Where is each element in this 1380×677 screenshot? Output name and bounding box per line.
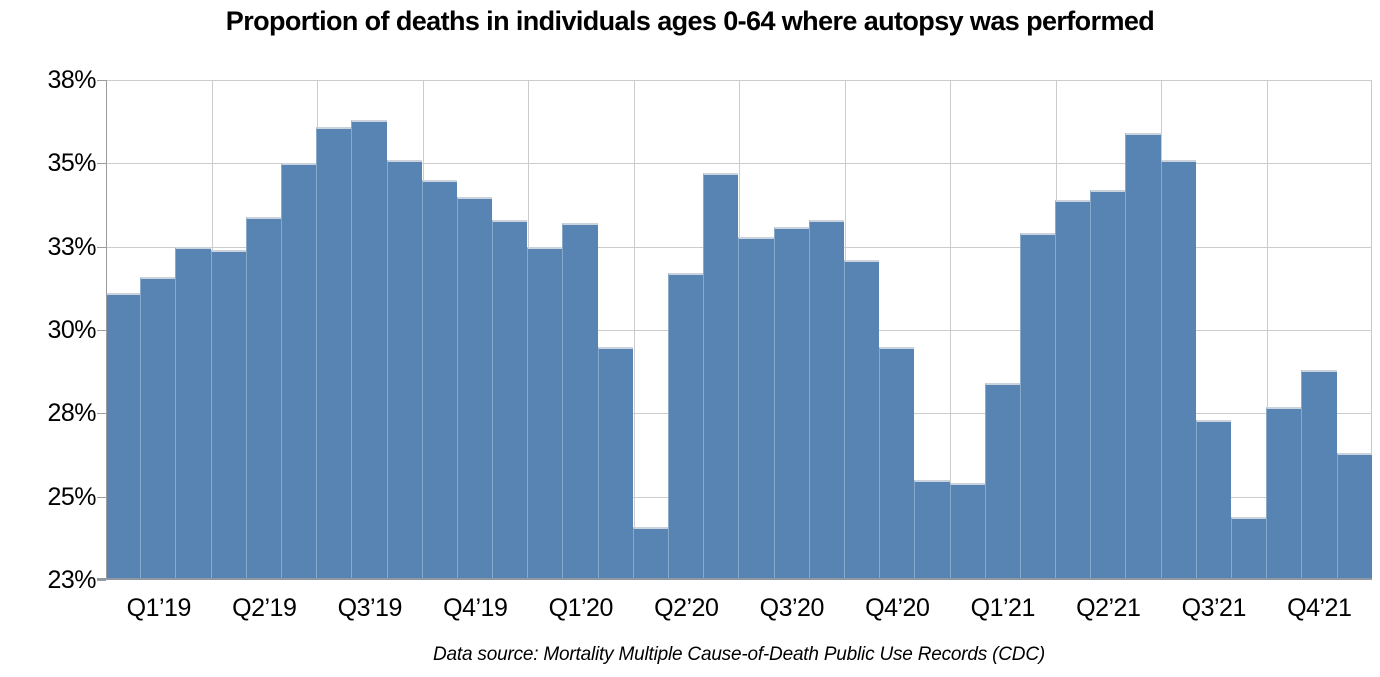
bar-2020-02 (562, 223, 598, 580)
bar-series (106, 80, 1372, 580)
bar-2020-08 (773, 226, 809, 580)
x-tick-label: Q3’19 (337, 594, 403, 622)
y-tick-label: 23% (47, 566, 96, 594)
bar-2020-03 (597, 346, 633, 580)
right-spine (1371, 80, 1372, 580)
bar-2019-04 (210, 250, 246, 580)
y-tick-mark (97, 246, 106, 248)
x-tick-label: Q4’19 (443, 594, 508, 622)
bar-2020-10 (843, 260, 880, 580)
bar-2020-05 (668, 273, 704, 580)
bar-2021-12 (1336, 453, 1372, 580)
bar-2021-04 (1055, 200, 1091, 580)
y-tick-mark (97, 330, 106, 331)
x-tick-label: Q4’21 (1287, 594, 1352, 622)
bar-2021-02 (984, 383, 1020, 580)
bar-2021-11 (1301, 370, 1337, 580)
bar-2019-02 (140, 276, 176, 580)
bar-2019-06 (280, 163, 317, 580)
x-tick-label: Q1’20 (548, 594, 614, 622)
plot-area (97, 80, 1372, 581)
y-tick-mark (97, 413, 106, 415)
bar-2020-12 (914, 480, 950, 580)
x-tick-label: Q3’21 (1181, 594, 1247, 622)
y-tick-label: 28% (47, 399, 96, 428)
y-tick-mark (97, 496, 106, 498)
bar-2021-03 (1019, 233, 1056, 580)
y-tick-mark (97, 163, 106, 165)
bar-2020-04 (632, 526, 668, 580)
y-tick-label: 25% (47, 482, 96, 511)
bar-2021-08 (1195, 420, 1231, 580)
bar-2021-05 (1090, 190, 1126, 580)
bar-2020-07 (738, 236, 774, 580)
x-tick-label: Q2’19 (232, 594, 297, 622)
x-tick-label: Q2’20 (654, 594, 719, 622)
x-tick-label: Q2’21 (1076, 594, 1141, 622)
y-tick-label: 38% (47, 66, 96, 94)
y-axis-line (106, 80, 107, 580)
gridline-v (633, 80, 635, 580)
bar-2019-03 (175, 246, 211, 580)
y-tick-mark (97, 80, 106, 81)
bar-2021-06 (1125, 133, 1161, 580)
bar-2020-11 (879, 346, 915, 580)
y-tick-label: 35% (47, 149, 96, 178)
x-axis-line (97, 578, 1372, 580)
bar-2019-09 (386, 160, 422, 580)
bar-2020-06 (703, 173, 739, 580)
y-tick-label: 30% (47, 316, 96, 344)
x-tick-label: Q1’21 (970, 594, 1036, 622)
bar-2019-12 (492, 220, 528, 580)
bar-2021-09 (1231, 516, 1267, 580)
y-tick-label: 33% (47, 232, 96, 261)
bar-2020-01 (527, 246, 563, 580)
bar-2019-10 (421, 180, 457, 580)
bar-2021-10 (1266, 406, 1302, 580)
chart-title: Proportion of deaths in individuals ages… (225, 6, 1155, 36)
bar-2019-11 (456, 196, 493, 580)
x-tick-label: Q3’20 (759, 594, 825, 622)
x-tick-label: Q4’20 (865, 594, 930, 622)
gridline-v (1266, 80, 1268, 580)
bar-2021-07 (1160, 160, 1196, 580)
x-tick-label: Q1’19 (126, 594, 192, 622)
gridline-v (950, 80, 951, 580)
bar-2019-01 (106, 293, 141, 580)
bar-2020-09 (808, 220, 844, 580)
bar-2019-07 (316, 126, 352, 580)
y-tick-mark (97, 580, 106, 581)
data-source-note: Data source: Mortality Multiple Cause-of… (433, 644, 1045, 665)
bar-2019-05 (245, 216, 281, 580)
bar-2019-08 (351, 120, 387, 580)
bar-2021-01 (949, 483, 985, 580)
